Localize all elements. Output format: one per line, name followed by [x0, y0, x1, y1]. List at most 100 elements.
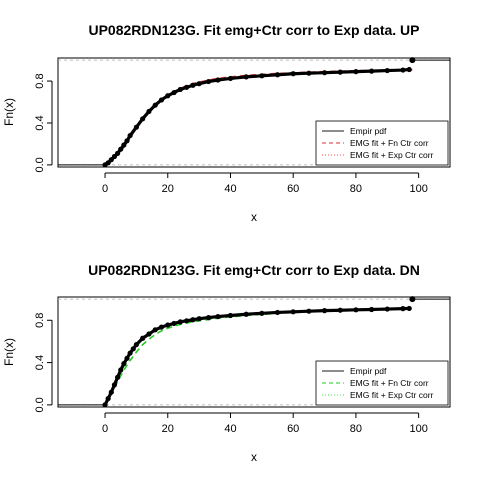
x-axis-up: 0 20 40 60 80 100	[102, 172, 428, 195]
y-tick-label: 0.4	[34, 355, 46, 370]
empirical-cdf-dn	[58, 296, 450, 408]
chart-title-up: UP082RDN123G. Fit emg+Ctr corr to Exp da…	[88, 22, 419, 38]
empirical-point	[114, 374, 121, 380]
x-tick-label: 100	[409, 423, 427, 435]
empirical-point	[183, 318, 190, 324]
empirical-point	[114, 150, 121, 156]
empirical-point	[215, 77, 221, 83]
empirical-point	[108, 157, 114, 163]
empirical-point	[177, 86, 183, 93]
empirical-point	[105, 160, 111, 166]
empirical-point	[384, 67, 390, 74]
empirical-point	[108, 389, 114, 395]
empirical-point	[146, 108, 152, 115]
panel-up: UP082RDN123G. Fit emg+Ctr corr to Exp da…	[2, 22, 451, 224]
y-axis-up: 0.0 0.4 0.8	[34, 73, 53, 173]
empirical-point	[190, 82, 196, 88]
empirical-point	[133, 341, 139, 348]
x-tick-label: 80	[350, 183, 362, 195]
x-axis-label-dn: x	[251, 450, 257, 464]
x-tick-label: 0	[102, 183, 108, 195]
y-tick-label: 0.0	[34, 397, 46, 412]
empirical-point	[400, 306, 406, 312]
chart-title-dn: UP082RDN123G. Fit emg+Ctr corr to Exp da…	[88, 262, 420, 278]
empirical-point	[290, 309, 296, 315]
x-axis-label-up: x	[251, 210, 257, 224]
x-tick-label: 20	[162, 423, 174, 435]
empirical-point	[290, 71, 296, 77]
empirical-point	[196, 81, 202, 87]
legend-dn: Empir pdf EMG fit + Fn Ctr corr EMG fit …	[315, 360, 449, 406]
x-tick-label: 80	[350, 423, 362, 435]
empirical-point	[111, 382, 118, 388]
empirical-point	[215, 313, 221, 320]
y-axis-label-up: Fn(x)	[2, 98, 16, 126]
plot-frame-dn	[57, 296, 451, 408]
empirical-point	[321, 308, 328, 314]
legend-up: Empir pdf EMG fit + Fn Ctr corr EMG fit …	[315, 120, 449, 166]
empirical-point	[353, 69, 359, 75]
empirical-point	[259, 310, 265, 316]
empirical-point	[306, 308, 312, 314]
x-tick-label: 40	[224, 183, 236, 195]
legend-label-fn-corr-dn: EMG fit + Fn Ctr corr	[350, 378, 429, 388]
empirical-point	[400, 67, 406, 73]
empirical-point	[152, 327, 158, 333]
empirical-point	[406, 66, 412, 73]
empirical-point	[384, 306, 390, 312]
empirical-point	[165, 322, 171, 328]
panel-dn: UP082RDN123G. Fit emg+Ctr corr to Exp da…	[2, 262, 451, 464]
empirical-point	[133, 124, 139, 130]
empirical-point	[337, 69, 343, 75]
x-tick-label: 0	[102, 423, 108, 435]
fit-curves-dn	[104, 307, 413, 406]
empirical-point	[152, 102, 158, 108]
empirical-point	[140, 116, 146, 122]
y-tick-label: 0.4	[34, 115, 46, 130]
empirical-cdf-up	[58, 57, 450, 168]
empirical-point	[227, 75, 234, 82]
empirical-point	[121, 361, 127, 367]
empirical-point	[130, 346, 136, 352]
legend-label-empirical-up: Empir pdf	[350, 126, 387, 136]
empirical-point	[259, 73, 265, 79]
empirical-point	[121, 142, 127, 148]
empirical-point	[227, 312, 234, 319]
empirical-point	[369, 306, 375, 313]
empirical-point	[171, 320, 177, 327]
empirical-point	[158, 97, 165, 103]
empirical-point	[165, 93, 171, 99]
empirical-point	[321, 70, 328, 76]
empirical-point	[183, 84, 190, 90]
empirical-point	[171, 89, 177, 96]
x-tick-label: 40	[224, 423, 236, 435]
x-tick-label: 20	[162, 183, 174, 195]
y-axis-dn: 0.0 0.4 0.8	[34, 313, 53, 413]
empirical-point	[243, 311, 249, 317]
empirical-point	[190, 317, 196, 323]
x-tick-label: 100	[409, 183, 427, 195]
empirical-point	[124, 138, 130, 144]
empirical-point	[369, 68, 375, 74]
legend-label-exp-corr-up: EMG fit + Exp Ctr corr	[350, 150, 434, 160]
y-tick-label: 0.0	[34, 157, 46, 172]
x-axis-dn: 0 20 40 60 80 100	[102, 412, 428, 435]
empirical-point	[127, 350, 133, 356]
empirical-point	[337, 307, 343, 313]
y-tick-label: 0.8	[34, 73, 46, 88]
empirical-point	[102, 402, 108, 408]
empirical-point	[146, 331, 152, 337]
legend-label-exp-corr-dn: EMG fit + Exp Ctr corr	[350, 390, 434, 400]
empirical-point	[127, 132, 133, 139]
x-tick-label: 60	[287, 183, 299, 195]
empirical-point	[205, 78, 212, 85]
x-tick-label: 60	[287, 423, 299, 435]
empirical-point	[124, 355, 130, 361]
legend-label-empirical-dn: Empir pdf	[350, 366, 387, 376]
empirical-point	[274, 309, 281, 316]
y-axis-label-dn: Fn(x)	[2, 338, 16, 366]
empirical-point	[105, 395, 111, 402]
empirical-point	[140, 335, 146, 341]
empirical-point	[274, 72, 281, 78]
